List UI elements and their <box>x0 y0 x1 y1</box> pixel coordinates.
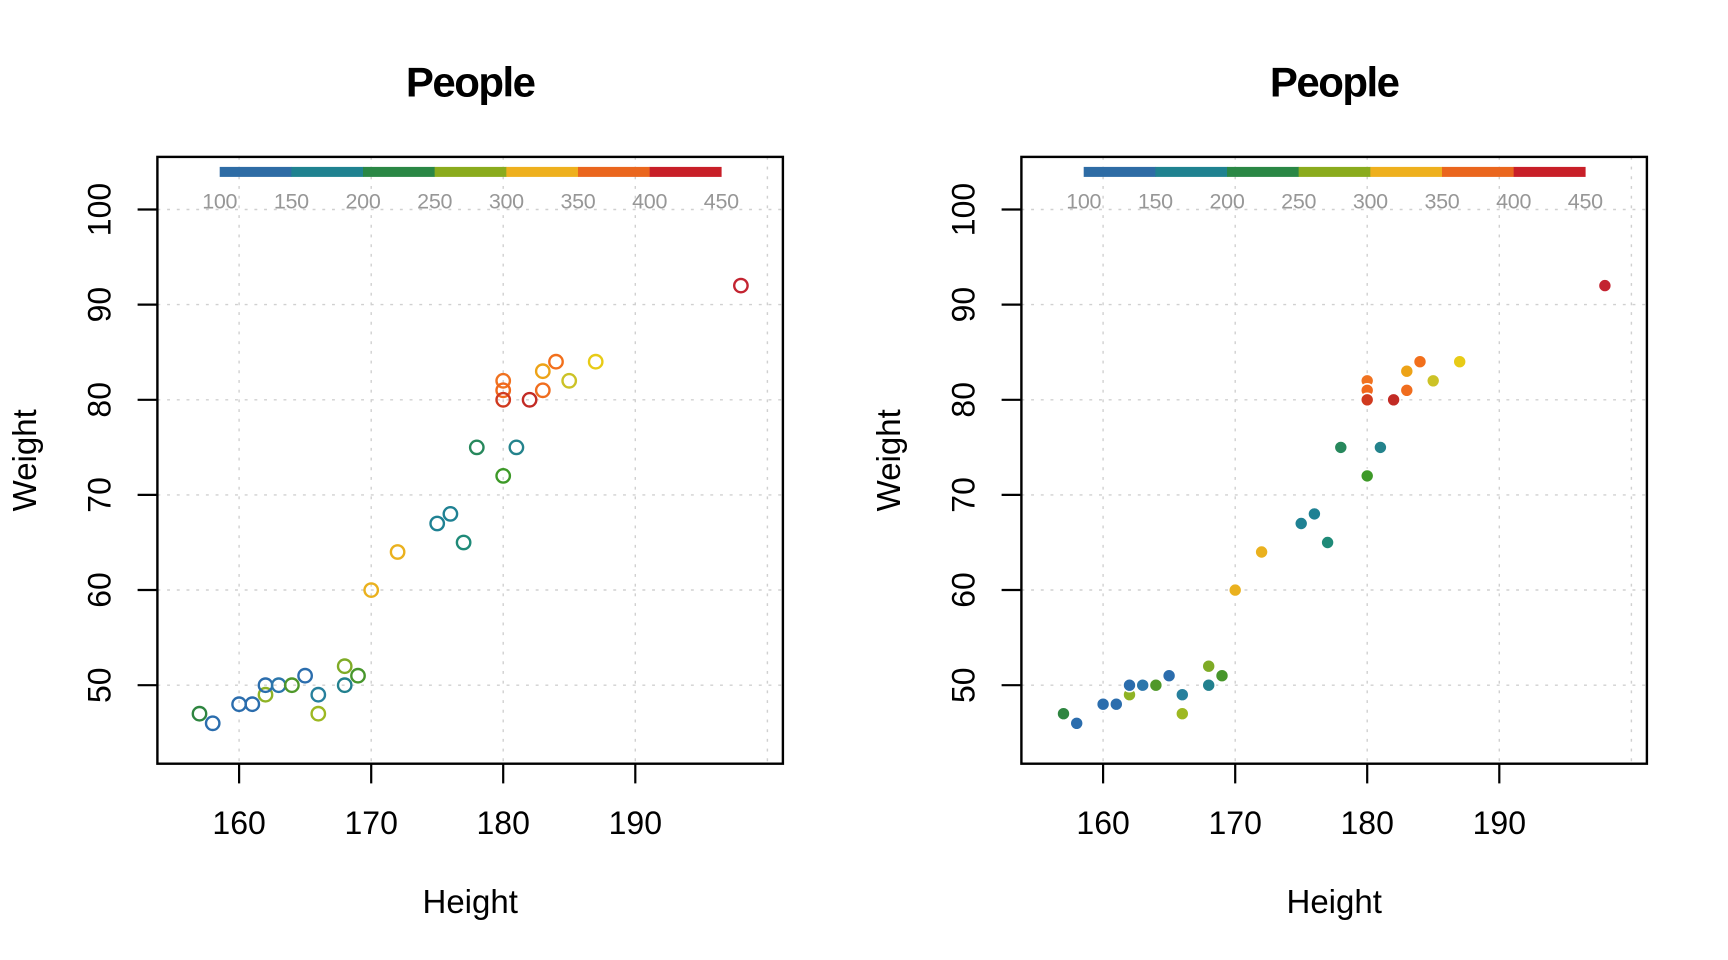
svg-text:Weight: Weight <box>6 409 43 511</box>
svg-text:80: 80 <box>945 382 981 418</box>
svg-text:70: 70 <box>945 477 981 513</box>
svg-text:160: 160 <box>212 805 265 841</box>
svg-text:100: 100 <box>1066 190 1101 214</box>
svg-text:450: 450 <box>704 190 739 214</box>
svg-text:190: 190 <box>1473 805 1526 841</box>
svg-text:Height: Height <box>423 883 518 920</box>
svg-text:180: 180 <box>1341 805 1394 841</box>
svg-text:350: 350 <box>560 190 595 214</box>
svg-text:Height: Height <box>1287 883 1382 920</box>
svg-text:Weight: Weight <box>870 409 907 511</box>
svg-text:150: 150 <box>1138 190 1173 214</box>
svg-text:170: 170 <box>345 805 398 841</box>
svg-text:60: 60 <box>81 572 117 608</box>
svg-text:70: 70 <box>81 477 117 513</box>
svg-text:350: 350 <box>1424 190 1459 214</box>
svg-text:100: 100 <box>202 190 237 214</box>
svg-text:400: 400 <box>632 190 667 214</box>
svg-text:200: 200 <box>1210 190 1245 214</box>
svg-text:300: 300 <box>489 190 524 214</box>
svg-text:90: 90 <box>81 287 117 323</box>
svg-text:160: 160 <box>1076 805 1129 841</box>
svg-text:200: 200 <box>346 190 381 214</box>
svg-text:450: 450 <box>1568 190 1603 214</box>
svg-text:90: 90 <box>945 287 981 323</box>
svg-text:100: 100 <box>945 183 981 236</box>
svg-text:People: People <box>406 58 535 105</box>
svg-text:50: 50 <box>81 667 117 703</box>
svg-text:80: 80 <box>81 382 117 418</box>
svg-text:400: 400 <box>1496 190 1531 214</box>
svg-text:190: 190 <box>609 805 662 841</box>
svg-text:170: 170 <box>1209 805 1262 841</box>
svg-text:300: 300 <box>1353 190 1388 214</box>
svg-text:250: 250 <box>1281 190 1316 214</box>
svg-text:150: 150 <box>274 190 309 214</box>
svg-text:180: 180 <box>477 805 530 841</box>
svg-text:60: 60 <box>945 572 981 608</box>
svg-text:250: 250 <box>417 190 452 214</box>
svg-text:50: 50 <box>945 667 981 703</box>
svg-text:100: 100 <box>81 183 117 236</box>
svg-text:People: People <box>1270 58 1399 105</box>
